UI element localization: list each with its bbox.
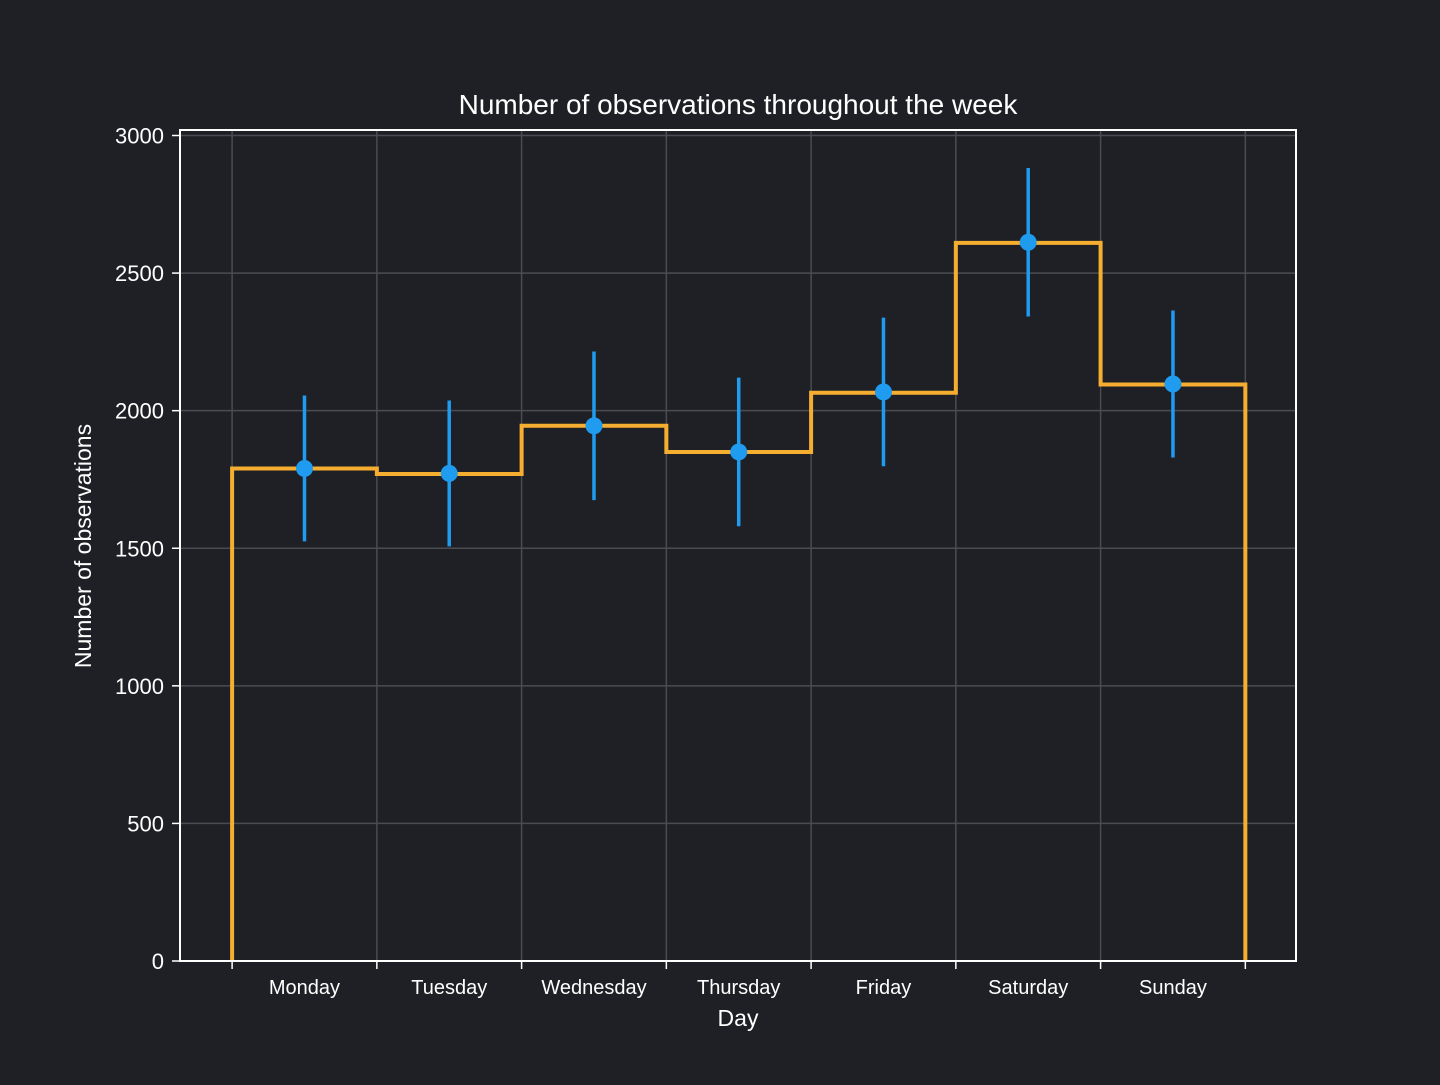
x-tick-label: Friday — [856, 977, 912, 999]
x-axis-label: Day — [718, 1005, 759, 1031]
chart-title: Number of observations throughout the we… — [459, 89, 1019, 120]
y-tick-label: 2500 — [115, 261, 164, 286]
x-tick-label: Thursday — [697, 977, 780, 999]
ticks-layer: 0 500 1000 1500 2000 2500 3000 Monday Tuesday Wed… — [115, 124, 1247, 999]
y-tick-label: 500 — [127, 811, 164, 836]
y-tick-label: 0 — [152, 949, 164, 974]
data-point — [874, 383, 892, 401]
data-point — [1019, 233, 1037, 251]
y-tick-label: 1000 — [115, 674, 164, 699]
data-point — [295, 459, 313, 477]
x-tick-label: Sunday — [1139, 977, 1207, 999]
y-tick-label: 3000 — [115, 124, 164, 149]
y-tick-label: 2000 — [115, 399, 164, 424]
data-point — [730, 443, 748, 461]
data-point — [585, 417, 603, 435]
x-tick-label: Wednesday — [541, 977, 646, 999]
data-point — [1164, 375, 1182, 393]
x-tick-label: Tuesday — [411, 977, 487, 999]
y-axis-label: Number of observations — [70, 424, 96, 668]
points-layer — [295, 167, 1182, 547]
y-tick-label: 1500 — [115, 536, 164, 561]
x-tick-label: Monday — [269, 977, 340, 999]
data-point — [440, 464, 458, 482]
axes-frame — [179, 129, 1297, 962]
x-tick-label: Saturday — [988, 977, 1068, 999]
